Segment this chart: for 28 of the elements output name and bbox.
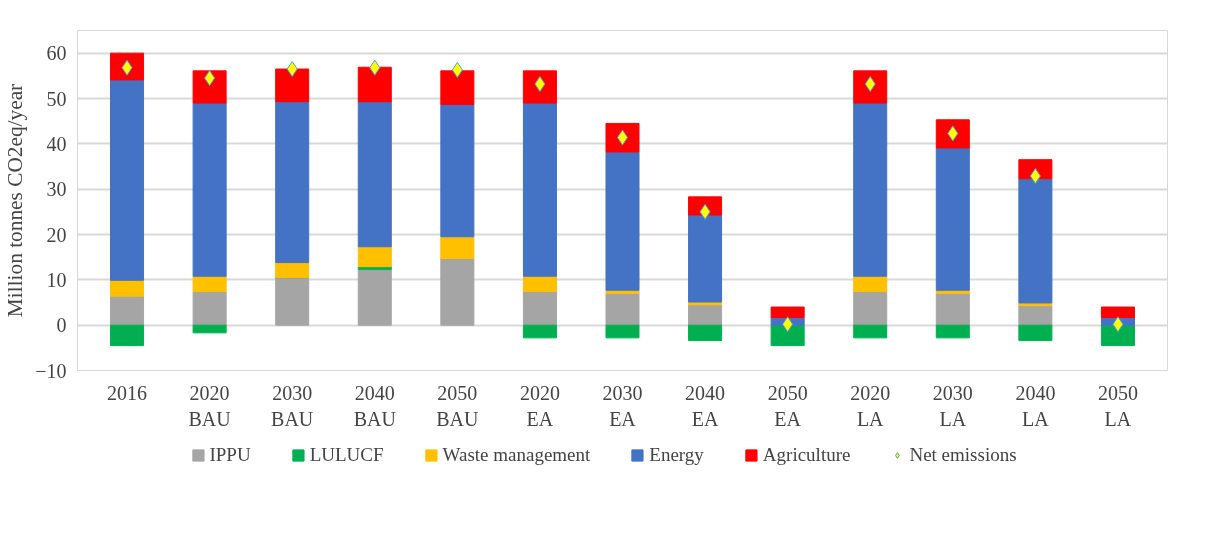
legend-label: Energy bbox=[649, 443, 704, 466]
x-tick-label: 2030 EA bbox=[602, 381, 643, 430]
legend-label: IPPU bbox=[209, 443, 251, 466]
x-tick-label: 2020 BAU bbox=[188, 381, 232, 430]
y-tick-label: 10 bbox=[46, 268, 67, 291]
legend-label: Waste management bbox=[442, 443, 591, 466]
x-tick-label: 2050 LA bbox=[1097, 381, 1138, 430]
legend-label: LULUCF bbox=[309, 443, 384, 466]
x-tick-label: 2030 BAU bbox=[271, 381, 314, 430]
x-tick-label: 2050 EA bbox=[767, 381, 808, 430]
x-tick-label: 2020 LA bbox=[850, 381, 891, 430]
x-tick-label: 2040 BAU bbox=[353, 381, 397, 430]
y-tick-label: 50 bbox=[46, 87, 67, 110]
legend-label: Net emissions bbox=[909, 443, 1017, 466]
legend-label: Agriculture bbox=[762, 443, 851, 466]
y-tick-label: 20 bbox=[46, 223, 67, 246]
y-axis-title: Million tonnes CO2eq/year bbox=[3, 83, 28, 318]
x-tick-label: 2040 EA bbox=[685, 381, 726, 430]
y-tick-label: 60 bbox=[46, 42, 67, 65]
x-tick-label: 2016 bbox=[107, 381, 148, 404]
x-tick-label: 2030 LA bbox=[932, 381, 973, 430]
x-tick-label: 2050 BAU bbox=[436, 381, 480, 430]
y-tick-label: 0 bbox=[56, 314, 67, 337]
y-tick-label: 40 bbox=[46, 132, 67, 155]
x-tick-label: 2020 EA bbox=[519, 381, 560, 430]
y-tick-label: 30 bbox=[46, 178, 67, 201]
x-tick-label: 2040 LA bbox=[1015, 381, 1056, 430]
y-tick-label: −10 bbox=[35, 359, 67, 382]
